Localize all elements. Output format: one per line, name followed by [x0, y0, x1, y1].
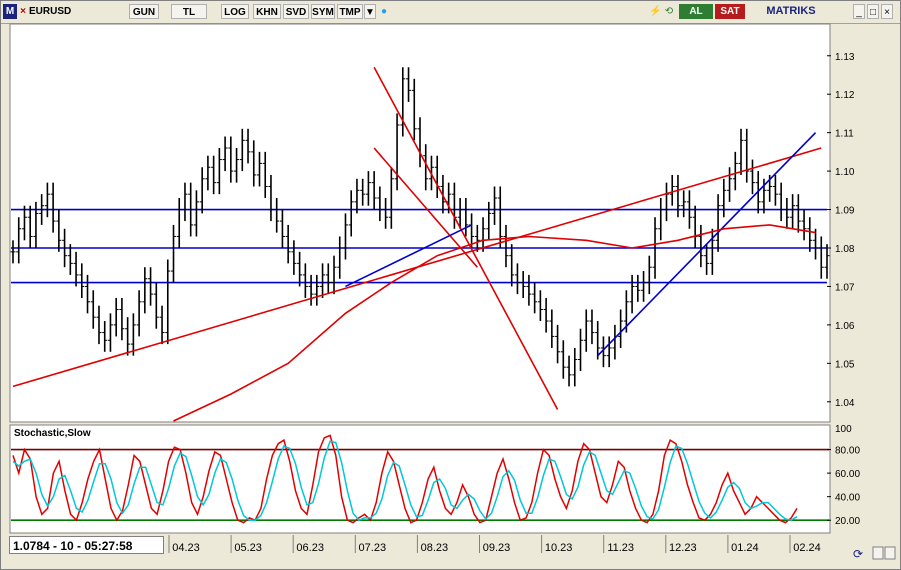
price-tick-label: 1.04 — [835, 398, 855, 409]
stochastic-top-label: 100 — [835, 424, 852, 435]
price-tick-label: 1.06 — [835, 321, 855, 332]
date-tick-label: 04.23 — [172, 542, 200, 554]
date-tick-label: 01.24 — [731, 542, 759, 554]
sat-button[interactable]: SAT — [715, 4, 745, 19]
close-symbol-icon[interactable]: × — [20, 6, 26, 17]
moving-average-line — [173, 224, 816, 422]
minimize-icon[interactable]: _ — [853, 4, 865, 19]
dropdown-arrow-icon[interactable]: ▼ — [364, 4, 376, 19]
toolbar-button-tmp[interactable]: TMP — [337, 4, 363, 19]
price-tick-label: 1.11 — [835, 129, 854, 140]
date-tick-label: 02.24 — [793, 542, 821, 554]
trendline — [597, 132, 817, 357]
date-tick-label: 09.23 — [483, 542, 511, 554]
price-tick-label: 1.09 — [835, 206, 855, 217]
toolbar-button-log[interactable]: LOG — [221, 4, 249, 19]
stochastic-panel[interactable] — [9, 424, 831, 534]
axis-layer: 1.04 1.05 1.06 1.07 1.08 1.09 1.10 1.11 1.12 1.13… — [168, 52, 860, 554]
date-tick-label: 08.23 — [421, 542, 449, 554]
twitter-icon[interactable]: ● — [380, 6, 388, 17]
close-window-icon[interactable]: × — [881, 4, 893, 19]
m-logo-icon[interactable]: M — [3, 4, 17, 19]
stochastic-tick-label: 20.00 — [835, 516, 860, 527]
stochastic-tick-label: 80.00 — [835, 446, 860, 457]
date-tick-label: 06.23 — [296, 542, 324, 554]
price-tick-label: 1.08 — [835, 244, 855, 255]
scroll-right-button[interactable] — [872, 546, 884, 560]
toolbar-button-khn[interactable]: KHN — [253, 4, 281, 19]
price-readout: 1.0784 - 10 - 05:27:58 — [9, 536, 164, 554]
toolbar-button-svd[interactable]: SVD — [283, 4, 309, 19]
date-tick-label: 11.23 — [607, 542, 634, 554]
stochastic-tick-label: 60.00 — [835, 469, 860, 480]
trendline — [373, 66, 559, 410]
stochastic-tick-label: 40.00 — [835, 493, 860, 504]
date-axis-bar — [10, 535, 830, 557]
toolbar-button-gun[interactable]: GUN — [129, 4, 159, 19]
price-chart[interactable]: 1.04 1.05 1.06 1.07 1.08 1.09 1.10 1.11 1.12 1.13… — [1, 23, 900, 569]
price-panel[interactable] — [9, 23, 831, 423]
date-tick-label: 07.23 — [359, 542, 387, 554]
scroll-left-button[interactable] — [884, 546, 896, 560]
symbol-label[interactable]: EURUSD — [29, 6, 72, 17]
date-tick-label: 12.23 — [669, 542, 697, 554]
price-tick-label: 1.13 — [835, 52, 855, 63]
chart-icon[interactable]: ⟲ — [664, 6, 674, 17]
price-layer — [10, 66, 830, 422]
price-tick-label: 1.05 — [835, 359, 855, 370]
maximize-icon[interactable]: □ — [867, 4, 879, 19]
trendline — [345, 224, 472, 288]
stochastic-line — [12, 440, 798, 522]
price-tick-label: 1.12 — [835, 90, 855, 101]
brand-logo: MATRIKS — [766, 5, 816, 17]
date-tick-label: 10.23 — [545, 542, 573, 554]
stochastic-layer — [11, 434, 829, 524]
stochastic-title: Stochastic,Slow — [14, 428, 91, 439]
toolbar-button-sym[interactable]: SYM — [311, 4, 335, 19]
date-tick-label: 05.23 — [234, 542, 262, 554]
toolbar-button-tl[interactable]: TL — [171, 4, 207, 19]
refresh-icon[interactable]: ⟳ — [853, 547, 863, 561]
price-tick-label: 1.07 — [835, 282, 855, 293]
chart-toolbar: M × EURUSD GUN TL LOG KHN SVD SYM TMP ▼ … — [1, 1, 900, 24]
price-tick-label: 1.10 — [835, 167, 855, 178]
stochastic-line — [12, 434, 798, 524]
lightning-icon[interactable]: ⚡ — [649, 6, 662, 17]
al-button[interactable]: AL — [679, 4, 713, 19]
